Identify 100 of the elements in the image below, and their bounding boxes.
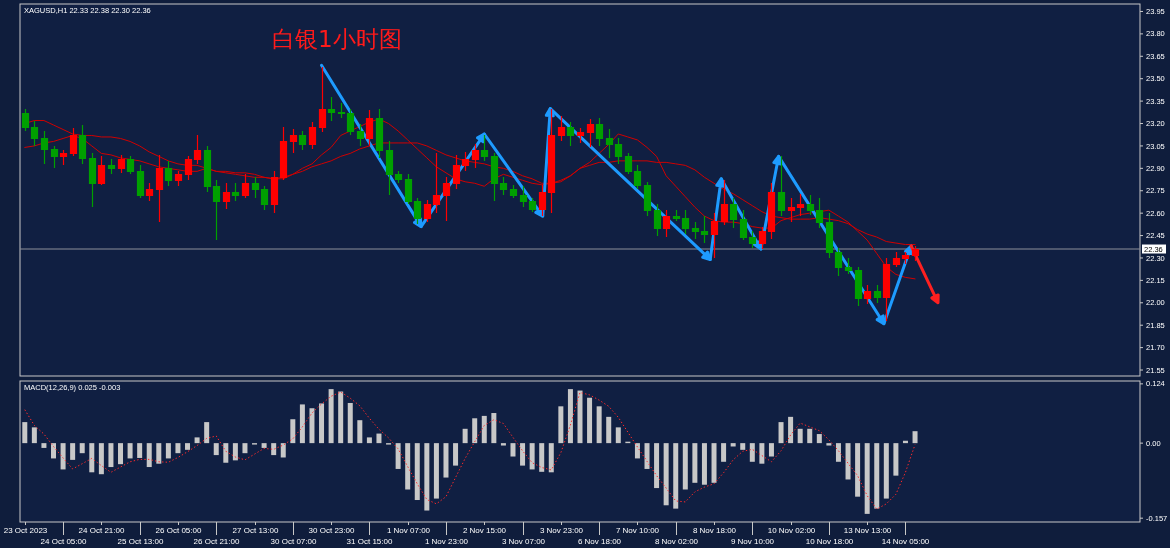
bar bbox=[89, 443, 95, 473]
candlestick bbox=[844, 257, 853, 275]
candlestick bbox=[184, 155, 193, 181]
candlestick bbox=[576, 127, 585, 144]
bar bbox=[692, 443, 698, 483]
x-tick-label: 23 Oct 2023 bbox=[3, 526, 48, 535]
bar bbox=[347, 402, 353, 444]
candlestick bbox=[873, 284, 882, 304]
candlestick bbox=[78, 124, 87, 165]
bar bbox=[721, 443, 727, 462]
candlestick bbox=[815, 197, 824, 229]
candlestick bbox=[193, 134, 202, 165]
bar bbox=[567, 389, 573, 444]
bar bbox=[462, 428, 468, 444]
bar bbox=[405, 443, 411, 490]
candlestick bbox=[21, 108, 30, 132]
candlestick bbox=[834, 247, 843, 277]
x-tick-label: 14 Nov 05:00 bbox=[881, 537, 930, 546]
candlestick bbox=[59, 149, 68, 166]
bar bbox=[185, 443, 191, 450]
x-tick-label: 8 Nov 02:00 bbox=[654, 537, 699, 546]
x-tick-label: 3 Nov 23:00 bbox=[539, 526, 584, 535]
bar bbox=[41, 443, 47, 448]
bar bbox=[338, 391, 344, 444]
bar bbox=[759, 443, 765, 464]
candlestick bbox=[97, 155, 106, 186]
bar bbox=[711, 443, 717, 483]
bar bbox=[299, 404, 305, 444]
candlestick bbox=[796, 193, 805, 217]
bar bbox=[328, 389, 334, 444]
candlestick bbox=[452, 154, 461, 190]
candlestick bbox=[145, 182, 154, 202]
bar bbox=[740, 443, 746, 450]
candlestick bbox=[423, 199, 432, 223]
bar bbox=[606, 416, 612, 444]
candlestick bbox=[672, 209, 681, 222]
candlestick bbox=[385, 140, 394, 196]
x-tick-label: 30 Oct 23:00 bbox=[308, 526, 355, 535]
candlestick bbox=[643, 181, 652, 217]
candlestick bbox=[413, 197, 422, 225]
x-tick-label: 27 Oct 13:00 bbox=[232, 526, 279, 535]
candlestick bbox=[432, 152, 441, 214]
bar bbox=[51, 443, 56, 459]
x-tick-label: 13 Nov 13:00 bbox=[843, 526, 892, 535]
bar bbox=[108, 443, 114, 468]
bar bbox=[242, 443, 248, 454]
bar bbox=[673, 443, 679, 509]
x-tick-label: 1 Nov 23:00 bbox=[424, 537, 469, 546]
x-tick-label: 26 Oct 05:00 bbox=[155, 526, 202, 535]
bar bbox=[98, 443, 104, 475]
x-tick-label: 25 Oct 13:00 bbox=[117, 537, 164, 546]
bar bbox=[70, 443, 76, 460]
candlestick bbox=[595, 117, 604, 147]
candlestick bbox=[471, 143, 480, 169]
candlestick bbox=[892, 251, 901, 268]
candlestick bbox=[748, 230, 757, 249]
candlestick bbox=[88, 152, 97, 208]
x-tick-label: 2 Nov 15:00 bbox=[462, 526, 507, 535]
candlestick bbox=[289, 128, 298, 154]
bar bbox=[797, 428, 803, 444]
bar bbox=[548, 443, 554, 473]
bar bbox=[778, 422, 784, 444]
bar bbox=[883, 443, 889, 499]
candlestick bbox=[720, 179, 729, 226]
x-tick-label: 24 Oct 21:00 bbox=[78, 526, 125, 535]
bar bbox=[510, 443, 516, 457]
bar bbox=[500, 443, 506, 446]
candlestick bbox=[40, 130, 49, 165]
candlestick bbox=[882, 257, 891, 322]
candlestick bbox=[480, 134, 489, 162]
candlestick bbox=[308, 121, 317, 150]
candlestick bbox=[337, 102, 346, 119]
candlestick bbox=[499, 176, 508, 196]
candlestick bbox=[825, 212, 834, 259]
x-tick-label: 31 Oct 15:00 bbox=[346, 537, 393, 546]
bar bbox=[596, 406, 602, 444]
candlestick bbox=[155, 154, 164, 223]
bar bbox=[615, 427, 621, 444]
bar bbox=[146, 443, 152, 468]
bar bbox=[520, 443, 526, 466]
bar bbox=[768, 443, 774, 457]
bar bbox=[472, 418, 478, 444]
x-tick-label: 1 Nov 07:00 bbox=[386, 526, 431, 535]
candlestick bbox=[787, 197, 796, 223]
candlestick bbox=[519, 185, 528, 208]
x-tick-label: 30 Oct 07:00 bbox=[270, 537, 317, 546]
bar bbox=[663, 443, 669, 506]
bar bbox=[749, 443, 755, 462]
bar bbox=[855, 443, 861, 497]
bar bbox=[816, 434, 822, 444]
candlestick bbox=[318, 66, 327, 133]
candlestick bbox=[136, 164, 145, 199]
candlestick bbox=[758, 226, 767, 250]
candlestick bbox=[767, 182, 776, 240]
candlestick bbox=[461, 151, 470, 172]
candlestick bbox=[509, 184, 518, 199]
candlestick bbox=[270, 170, 279, 214]
candlestick bbox=[777, 155, 786, 217]
bar bbox=[156, 443, 162, 464]
bar bbox=[845, 443, 851, 480]
